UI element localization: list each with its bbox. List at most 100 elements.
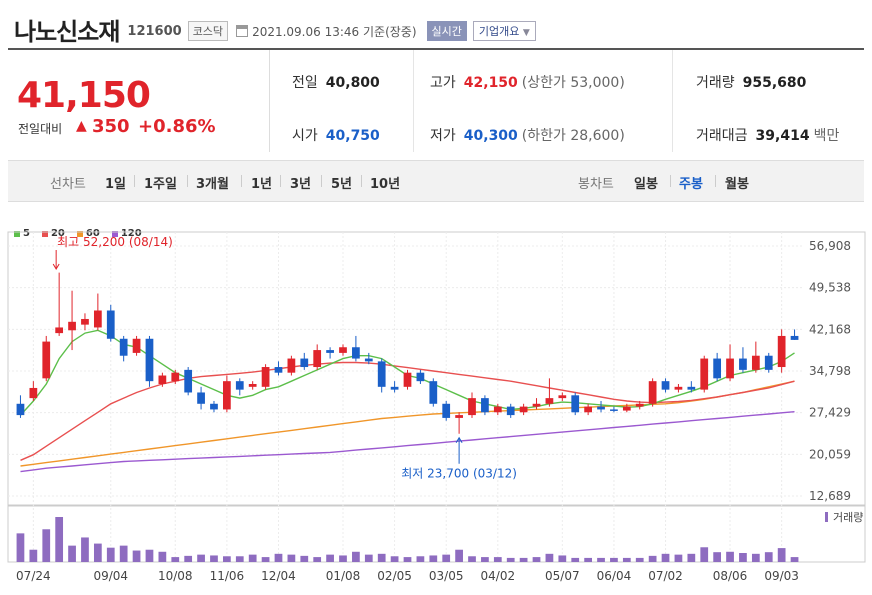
candle: [248, 383, 257, 387]
candle: [68, 321, 76, 331]
stat-trade-value: 거래대금 39,414 백만: [696, 125, 839, 145]
volume-bar: [339, 555, 347, 562]
period-1y[interactable]: 1년: [251, 177, 273, 192]
volume-bar: [68, 545, 76, 562]
upper-limit: (상한가 53,000): [521, 75, 625, 91]
legend-swatch: [76, 230, 83, 237]
x-tick-label: 03/05: [429, 569, 464, 583]
candle: [481, 398, 489, 413]
candle-weekly[interactable]: 주봉: [679, 177, 703, 192]
trade-value-unit: 백만: [813, 128, 840, 144]
candle: [700, 358, 709, 390]
min-arrow-head: [455, 436, 463, 444]
volume-bar: [674, 554, 683, 562]
candle: [55, 327, 64, 334]
volume-bar: [764, 552, 773, 562]
period-10y[interactable]: 10년: [370, 177, 401, 192]
candle: [571, 395, 580, 413]
candle: [790, 335, 799, 340]
candle: [661, 381, 670, 390]
y-tick-label: 56,908: [809, 239, 851, 253]
chevron-down-icon: ▼: [522, 27, 530, 38]
candle: [429, 381, 438, 404]
realtime-button[interactable]: 실시간: [426, 20, 467, 41]
ma120-line: [20, 411, 795, 473]
volume-bar: [197, 554, 205, 562]
volume-bar: [287, 554, 296, 562]
candle: [339, 347, 347, 353]
period-3m[interactable]: 3개월: [196, 177, 229, 192]
legend-swatch: [14, 230, 20, 237]
title-row: 나노신소재 121600 코스닥 2021.09.06 13:46 기준(장중)…: [14, 12, 536, 46]
separator: [280, 175, 281, 187]
candle: [532, 403, 541, 407]
separator: [715, 175, 716, 187]
trade-value-label: 거래대금: [696, 128, 748, 144]
candle: [519, 406, 528, 413]
volume-bar: [223, 556, 231, 562]
volume-bar: [42, 529, 51, 562]
separator: [134, 175, 135, 187]
candle: [610, 409, 618, 411]
stat-high: 고가 42,150 (상한가 53,000): [430, 72, 625, 92]
candle: [390, 386, 399, 390]
volume-bar: [635, 557, 644, 562]
x-tick-label: 07/02: [648, 569, 683, 583]
max-arrow-head: [52, 263, 60, 270]
candle: [132, 338, 141, 353]
legend-ma120-label: 120: [120, 228, 142, 239]
period-5y[interactable]: 5년: [331, 177, 353, 192]
price-box: 41,150 전일대비 ▲ 350 +0.86%: [8, 50, 270, 152]
volume-bar: [622, 557, 631, 562]
candle: [726, 358, 734, 379]
x-tick-label: 09/03: [764, 569, 799, 583]
legend-swatch: [41, 230, 48, 237]
volume-bar: [571, 557, 580, 562]
volume-bar: [700, 547, 709, 562]
volume-bar: [519, 557, 528, 562]
candle: [764, 355, 773, 370]
volume-bar: [416, 556, 425, 562]
prev-close-label: 전일: [292, 75, 318, 91]
volume-bar: [597, 557, 605, 562]
volume-bar: [377, 553, 386, 562]
period-1w[interactable]: 1주일: [144, 177, 177, 192]
candle: [93, 310, 102, 328]
legend-ma5-label: 5: [23, 228, 30, 239]
period-1d[interactable]: 1일: [105, 177, 127, 192]
y-tick-label: 12,689: [809, 489, 851, 503]
candle-daily[interactable]: 일봉: [634, 177, 658, 192]
change-percent: +0.86%: [138, 116, 216, 137]
volume-bar: [442, 554, 451, 562]
ma20-line: [20, 361, 795, 461]
candle: [145, 338, 154, 382]
volume-bar: [313, 557, 322, 562]
separator: [361, 175, 362, 187]
separator: [670, 175, 671, 187]
candle: [158, 375, 167, 384]
change-value: 350: [92, 116, 130, 137]
stock-chart[interactable]: 56,908 49,538 42,168 34,798 27,429 20,059 12,6…: [0, 200, 872, 595]
period-3y[interactable]: 3년: [290, 177, 312, 192]
company-info-button[interactable]: 기업개요 ▼: [472, 20, 536, 41]
volume-bar: [158, 551, 167, 562]
candle-monthly[interactable]: 월봉: [725, 177, 749, 192]
volume-bar: [739, 553, 747, 562]
open-label: 시가: [292, 128, 318, 144]
stats-divider: [672, 50, 673, 152]
candle: [403, 372, 412, 387]
volume-bar: [584, 557, 592, 562]
candle: [223, 381, 231, 410]
volume-bar: [687, 553, 696, 562]
volume-label: 거래량: [833, 511, 863, 524]
candle: [119, 338, 128, 356]
volume-bar: [455, 549, 463, 562]
candle: [81, 318, 89, 325]
stat-low: 저가 40,300 (하한가 28,600): [430, 125, 625, 145]
y-tick-label: 49,538: [809, 281, 851, 295]
candle: [545, 398, 554, 404]
calendar-icon: [236, 25, 249, 37]
candle: [584, 406, 592, 413]
volume-bar: [132, 550, 141, 562]
low-value: 40,300: [463, 128, 518, 144]
